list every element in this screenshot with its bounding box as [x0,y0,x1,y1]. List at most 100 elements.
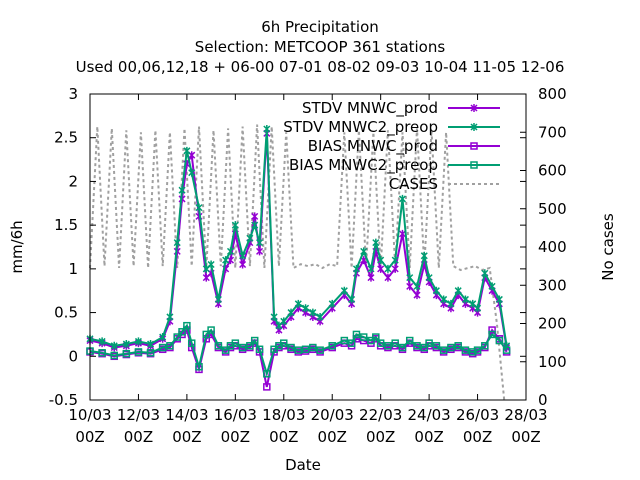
data-point [376,339,385,347]
data-point [226,247,235,256]
data-point [367,264,375,273]
data-point [207,326,215,334]
data-point [134,348,143,356]
data-point [183,146,191,155]
y2-tick-label: 400 [538,238,567,256]
data-point [239,251,247,260]
data-point [413,282,421,291]
data-point [280,339,288,347]
data-point [454,286,462,295]
y-tick-label: 1.5 [54,216,78,234]
data-point [263,124,271,133]
x-tick-label-hour: 00Z [366,428,395,446]
data-point [384,264,392,273]
series-line [89,328,508,388]
data-point [280,317,288,326]
x-tick-label: 10/03 [68,406,111,424]
cases-line [89,124,506,401]
data-point [377,264,385,273]
data-point [425,339,433,347]
data-point [134,337,142,346]
data-point [420,343,429,352]
data-point [367,273,375,282]
chart-subtitle-used: Used 00,06,12,18 + 06-00 07-01 08-02 09-… [76,58,565,76]
data-point [214,342,223,350]
data-point [294,299,302,308]
cases-series [89,124,506,401]
data-point [202,330,211,339]
series-layer [86,124,511,391]
y-tick-label: 1 [68,260,78,278]
x-tick-label-hour: 00Z [463,428,492,446]
data-point [384,342,392,350]
data-point [270,312,278,321]
data-point [250,336,259,345]
y2-axis-ticks: 0 100 200 300 400 500 600 700 800 [520,85,567,409]
series-1 [86,124,511,350]
data-point [481,269,489,278]
y2-tick-label: 0 [538,391,548,409]
data-point [502,346,511,354]
y2-tick-label: 600 [538,162,567,180]
data-point [221,346,230,354]
data-point [372,238,380,247]
legend-label: CASES [389,175,438,193]
x-tick-label-hour: 00Z [75,428,104,446]
data-point [391,256,399,265]
series-line [89,133,508,349]
data-point [468,348,477,356]
y2-tick-label: 100 [538,353,567,371]
data-point [352,330,361,339]
data-point [359,333,368,341]
x-tick-label-hour: 00Z [221,428,250,446]
x-tick-label: 12/03 [117,406,160,424]
x-tick-label: 18/03 [262,406,305,424]
data-point [287,308,295,317]
x-tick-label-hour: 00Z [511,428,540,446]
x-tick-label-hour: 00Z [414,428,443,446]
data-point [391,264,399,273]
data-point [495,295,503,304]
y2-tick-label: 300 [538,276,567,294]
data-point [188,151,196,160]
data-point [188,168,196,177]
x-tick-label-hour: 00Z [318,428,347,446]
data-point [287,343,295,352]
data-point [328,342,336,350]
series-2 [86,326,511,391]
legend-label: STDV MNWC_prod [302,99,438,118]
data-point [122,349,131,358]
y-tick-label: 2.5 [54,129,78,147]
x-tick-label: 28/03 [504,406,547,424]
data-point [398,194,406,203]
series-line [89,128,508,347]
data-point [360,247,368,256]
data-point [187,339,196,347]
data-point [202,273,210,282]
y2-tick-label: 800 [538,85,567,103]
x-axis-label: Date [285,456,321,474]
y2-tick-label: 700 [538,123,567,141]
y2-tick-label: 200 [538,315,567,333]
data-point [294,346,303,354]
data-point [488,282,496,291]
y2-tick-label: 500 [538,200,567,218]
data-point [352,264,360,273]
legend-marker [470,142,478,150]
x-tick-label: 14/03 [165,406,208,424]
y-axis-ticks: -0.5 0 0.5 1 1.5 2 2.5 3 [49,85,526,409]
data-point [256,247,264,256]
data-point [214,295,222,304]
data-point [251,221,259,230]
data-point [316,346,324,354]
data-point [238,343,247,352]
x-tick-label: 24/03 [407,406,450,424]
x-axis-ticks: 10/03 00Z 12/03 00Z 14/03 00Z 16/03 00Z 18/03 00Z… [68,94,548,446]
x-tick-label-hour: 00Z [269,428,298,446]
x-tick-label: 22/03 [359,406,402,424]
y-tick-label: 0.5 [54,304,78,322]
data-point [377,256,385,265]
data-point [110,351,118,360]
data-point [195,363,203,371]
